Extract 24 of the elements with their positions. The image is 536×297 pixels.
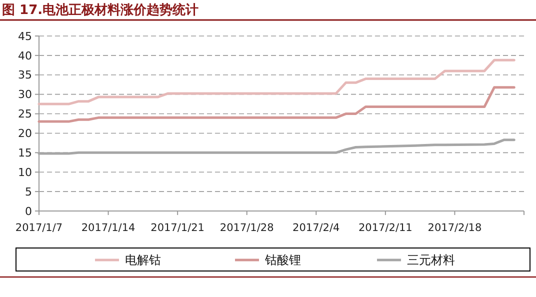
x-tick-label: 2017/2/11 [358,222,412,234]
chart-title: 图 17.电池正极材料涨价趋势统计 [2,2,199,18]
y-tick-label: 45 [18,30,32,43]
legend-label: 电解钴 [125,253,161,268]
y-tick-label: 30 [18,88,32,102]
y-tick-label: 15 [18,146,32,160]
x-tick-label: 2017/1/14 [81,222,136,234]
line-series [38,58,516,106]
line-series [38,138,516,155]
y-tick-label: 10 [18,166,32,179]
x-tick-label: 2017/1/28 [220,222,274,234]
y-tick-label: 0 [25,204,32,218]
line-series [38,86,516,123]
legend-label: 三元材料 [407,253,455,268]
y-tick-label: 20 [18,127,32,140]
y-tick-label: 35 [18,68,32,82]
y-tick-label: 25 [18,108,32,121]
y-tick-label: 5 [25,185,32,198]
legend-label: 钴酸锂 [264,253,301,268]
x-tick-label: 2017/2/4 [292,222,340,234]
x-tick-label: 2017/1/7 [15,222,63,234]
x-tick-label: 2017/1/21 [150,222,204,234]
x-tick-label: 2017/2/18 [428,222,482,234]
y-tick-label: 40 [18,49,32,62]
